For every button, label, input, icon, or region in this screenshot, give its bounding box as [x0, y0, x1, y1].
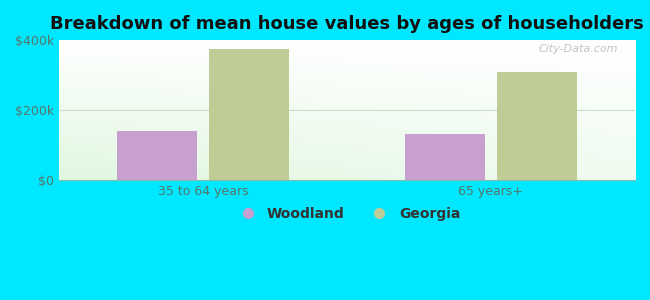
Title: Breakdown of mean house values by ages of householders: Breakdown of mean house values by ages o… [50, 15, 644, 33]
Bar [497, 72, 577, 180]
Legend: Woodland, Georgia: Woodland, Georgia [228, 201, 466, 226]
Text: City-Data.com: City-Data.com [538, 44, 617, 54]
Bar [209, 49, 289, 180]
Bar [116, 131, 197, 180]
Bar [404, 134, 486, 180]
